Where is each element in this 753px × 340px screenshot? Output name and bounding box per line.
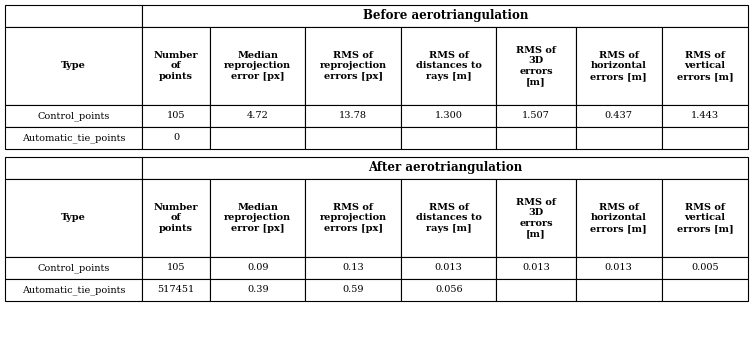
Bar [575,27,662,105]
Text: Control_points: Control_points [38,263,110,273]
Text: RMS of
reprojection
errors [px]: RMS of reprojection errors [px] [319,203,387,233]
Bar [306,127,401,149]
Text: Control_points: Control_points [38,111,110,121]
Bar [496,127,575,149]
Bar [142,5,748,27]
Bar [306,257,401,279]
Bar [5,27,142,105]
Bar [662,27,748,105]
Bar [662,105,748,127]
Text: 105: 105 [167,112,185,120]
Text: 1.443: 1.443 [691,112,719,120]
Bar [401,105,496,127]
Text: RMS of
horizontal
errors [m]: RMS of horizontal errors [m] [590,203,647,233]
Bar [210,127,306,149]
Bar [5,157,142,179]
Text: RMS of
reprojection
errors [px]: RMS of reprojection errors [px] [319,51,387,81]
Text: 105: 105 [167,264,185,272]
Bar [142,127,210,149]
Text: 517451: 517451 [157,286,195,294]
Bar [142,27,210,105]
Text: 4.72: 4.72 [247,112,269,120]
Bar [575,179,662,257]
Bar [5,279,142,301]
Bar [496,27,575,105]
Text: RMS of
horizontal
errors [m]: RMS of horizontal errors [m] [590,51,647,81]
Bar [496,179,575,257]
Bar [496,257,575,279]
Bar [306,279,401,301]
Bar [210,179,306,257]
Text: 0.09: 0.09 [247,264,269,272]
Bar [142,279,210,301]
Bar [401,257,496,279]
Text: Type: Type [61,62,86,70]
Bar [401,127,496,149]
Text: Median
reprojection
error [px]: Median reprojection error [px] [224,51,291,81]
Bar [662,179,748,257]
Text: 0.013: 0.013 [605,264,633,272]
Bar [142,157,748,179]
Text: RMS of
vertical
errors [m]: RMS of vertical errors [m] [676,203,733,233]
Text: 0.013: 0.013 [522,264,550,272]
Bar [210,279,306,301]
Bar [5,257,142,279]
Bar [575,127,662,149]
Bar [142,105,210,127]
Text: 1.300: 1.300 [434,112,462,120]
Bar [575,105,662,127]
Text: 0.005: 0.005 [691,264,718,272]
Bar [210,257,306,279]
Bar [5,5,142,27]
Text: 0.056: 0.056 [435,286,462,294]
Text: 0: 0 [173,134,179,142]
Text: RMS of
vertical
errors [m]: RMS of vertical errors [m] [676,51,733,81]
Text: Type: Type [61,214,86,222]
Bar [5,127,142,149]
Bar [496,279,575,301]
Bar [575,257,662,279]
Text: RMS of
3D
errors
[m]: RMS of 3D errors [m] [516,46,556,86]
Text: After aerotriangulation: After aerotriangulation [368,162,523,174]
Bar [662,257,748,279]
Bar [210,27,306,105]
Bar [306,27,401,105]
Text: RMS of
distances to
rays [m]: RMS of distances to rays [m] [416,51,482,81]
Text: 0.39: 0.39 [247,286,269,294]
Bar [5,179,142,257]
Text: Automatic_tie_points: Automatic_tie_points [22,133,126,143]
Text: 1.507: 1.507 [522,112,550,120]
Bar [142,257,210,279]
Bar [5,105,142,127]
Text: 0.437: 0.437 [605,112,633,120]
Text: RMS of
3D
errors
[m]: RMS of 3D errors [m] [516,198,556,238]
Bar [662,279,748,301]
Bar [401,179,496,257]
Bar [306,105,401,127]
Text: Median
reprojection
error [px]: Median reprojection error [px] [224,203,291,233]
Bar [306,179,401,257]
Bar [401,279,496,301]
Text: 0.013: 0.013 [434,264,462,272]
Text: 0.59: 0.59 [343,286,364,294]
Bar [401,27,496,105]
Text: Number
of
points: Number of points [154,203,199,233]
Text: Before aerotriangulation: Before aerotriangulation [362,10,528,22]
Text: 0.13: 0.13 [343,264,364,272]
Text: Number
of
points: Number of points [154,51,199,81]
Text: Automatic_tie_points: Automatic_tie_points [22,285,126,295]
Bar [662,127,748,149]
Bar [210,105,306,127]
Bar [496,105,575,127]
Text: 13.78: 13.78 [339,112,367,120]
Bar [575,279,662,301]
Text: RMS of
distances to
rays [m]: RMS of distances to rays [m] [416,203,482,233]
Bar [142,179,210,257]
